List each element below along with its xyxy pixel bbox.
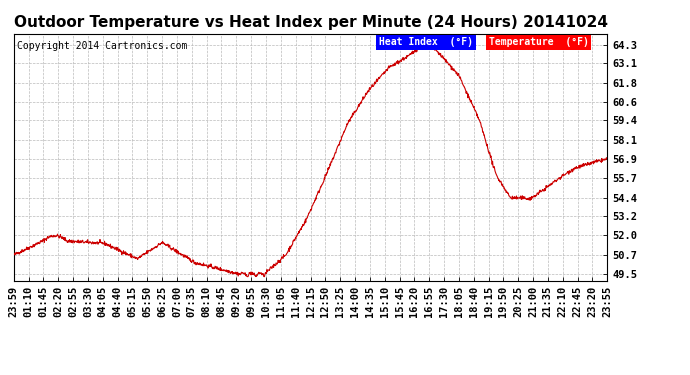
Text: Temperature  (°F): Temperature (°F) <box>489 38 589 48</box>
Text: Copyright 2014 Cartronics.com: Copyright 2014 Cartronics.com <box>17 41 187 51</box>
Text: Heat Index  (°F): Heat Index (°F) <box>379 38 473 48</box>
Title: Outdoor Temperature vs Heat Index per Minute (24 Hours) 20141024: Outdoor Temperature vs Heat Index per Mi… <box>14 15 607 30</box>
